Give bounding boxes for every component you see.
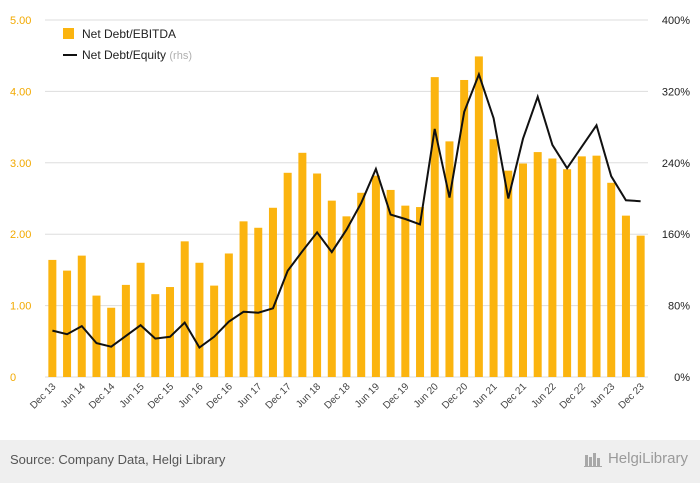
x-tick-label: Dec 19 [381,381,411,411]
x-tick-label: Dec 18 [322,381,352,411]
x-tick-label: Jun 16 [177,381,206,410]
x-tick-label: Dec 23 [617,381,647,411]
bar-series [48,56,645,378]
bar [121,284,130,377]
bar [386,189,395,377]
bar [224,253,233,377]
bar [342,216,351,377]
bar [136,262,145,377]
y-axis-right: 0% 80% 160% 240% 320% 400% [662,15,690,384]
y-left-tick-label: 0 [10,372,16,384]
bar [107,307,116,377]
bar [563,169,572,377]
bar [180,241,189,377]
x-tick-label: Dec 17 [264,381,294,411]
legend-rhs-suffix: (rhs) [169,50,192,62]
y-right-tick-label: 240% [662,158,690,170]
bar [460,79,469,377]
y-right-tick-label: 80% [668,301,690,313]
bar [533,152,542,377]
brand-logo[interactable]: HelgiLibrary [583,450,688,467]
bar [166,287,175,377]
bar [210,285,219,377]
legend: Net Debt/EBITDA Net Debt/Equity (rhs) [63,27,192,62]
x-tick-label: Jun 19 [353,381,382,410]
bar [195,262,204,377]
bar [313,173,322,377]
bar [283,172,292,377]
bar [577,156,586,377]
bar [92,295,101,377]
y-right-tick-label: 400% [662,15,690,27]
bar [592,155,601,377]
bar [489,139,498,377]
source-text: Source: Company Data, Helgi Library [10,452,226,467]
bar [445,141,454,377]
bar [239,221,248,377]
x-tick-label: Dec 15 [146,381,176,411]
bar [607,182,616,377]
x-tick-label: Dec 16 [205,381,235,411]
bar [401,205,410,377]
bar [474,56,483,377]
bar [254,227,263,377]
bar [151,294,160,377]
legend-swatch-bar [63,28,74,39]
bar [268,207,277,377]
bar [298,152,307,377]
x-tick-label: Jun 22 [530,381,559,410]
brand-text: HelgiLibrary [607,450,688,467]
y-right-tick-label: 320% [662,86,690,98]
legend-label-net-debt-ebitda: Net Debt/EBITDA [82,27,176,41]
chart-area: 0 1.00 2.00 3.00 4.00 5.00 0% 80% 160% 240% 320% 4… [10,15,690,412]
y-left-tick-label: 5.00 [10,15,31,27]
bar [63,270,72,377]
x-tick-label: Dec 20 [440,381,470,411]
x-tick-label: Jun 17 [235,381,264,410]
bar [636,235,645,377]
y-left-tick-label: 3.00 [10,158,31,170]
bar [48,259,57,377]
y-right-tick-label: 0% [674,372,690,384]
x-tick-label: Jun 18 [294,381,323,410]
line-series-net-debt-equity [52,71,641,349]
bar [327,200,336,377]
bar [621,215,630,377]
bar [416,207,425,377]
x-tick-label: Jun 14 [59,381,88,410]
bar [371,175,380,377]
y-right-tick-label: 160% [662,229,690,241]
x-tick-label: Dec 21 [499,381,529,411]
x-axis: Dec 13 Jun 14 Dec 14 Jun 15 Dec 15 Jun 16 Dec … [28,381,647,411]
bar [504,170,513,377]
y-left-tick-label: 4.00 [10,86,31,98]
bar [548,158,557,377]
x-tick-label: Dec 22 [558,381,588,411]
x-tick-label: Jun 23 [588,381,617,410]
x-tick-label: Jun 15 [118,381,147,410]
net-debt-chart: 0 1.00 2.00 3.00 4.00 5.00 0% 80% 160% 240% 320% 4… [10,15,690,412]
x-tick-label: Dec 14 [87,381,117,411]
bar [518,163,527,377]
x-tick-label: Jun 21 [471,381,500,410]
footer: Source: Company Data, Helgi Library Helg… [0,440,700,483]
bar [357,192,366,377]
bar [77,255,86,377]
x-tick-label: Jun 20 [412,381,441,410]
x-tick-label: Dec 13 [28,381,58,411]
library-icon [583,452,602,467]
y-left-tick-label: 2.00 [10,229,31,241]
bar [430,77,439,378]
y-axis-left: 0 1.00 2.00 3.00 4.00 5.00 [10,15,31,384]
legend-label-net-debt-equity: Net Debt/Equity (rhs) [82,48,192,62]
y-left-tick-label: 1.00 [10,301,31,313]
